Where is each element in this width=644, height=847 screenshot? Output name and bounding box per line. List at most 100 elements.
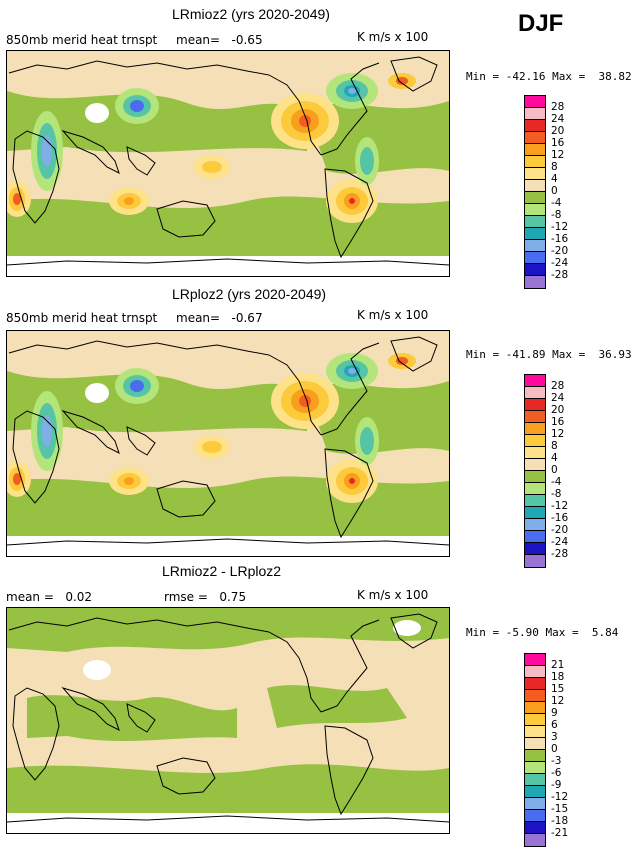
panel-3-colorbar bbox=[524, 653, 546, 847]
colorbar-tick-label: 4 bbox=[551, 452, 558, 464]
negative-anomaly bbox=[348, 368, 356, 374]
panel-1-title: LRmioz2 (yrs 2020-2049) bbox=[172, 6, 330, 22]
positive-anomaly bbox=[202, 161, 222, 173]
positive-anomaly bbox=[396, 357, 408, 365]
panel-3-minmax: Min = -5.90 Max = 5.84 bbox=[466, 626, 619, 639]
colorbar-tick-label: -8 bbox=[551, 488, 562, 500]
diff-band-south bbox=[7, 764, 449, 818]
field-map-svg bbox=[7, 331, 449, 556]
coastline bbox=[126, 703, 156, 733]
coastline bbox=[126, 426, 156, 456]
panel-3-rmse: rmse = 0.75 bbox=[164, 590, 247, 604]
missing-data-region bbox=[393, 620, 421, 636]
negative-anomaly bbox=[360, 427, 374, 455]
colorbar-swatch bbox=[525, 726, 545, 738]
coastline bbox=[268, 354, 322, 436]
colorbar-tick-label: 16 bbox=[551, 416, 565, 428]
coastline bbox=[12, 130, 60, 224]
missing-data-region bbox=[85, 103, 109, 123]
colorbar-tick-label: 15 bbox=[551, 683, 565, 695]
colorbar-swatch bbox=[525, 387, 545, 399]
positive-anomaly bbox=[396, 77, 408, 85]
colorbar-swatch bbox=[525, 447, 545, 459]
polar-white-region bbox=[7, 536, 449, 556]
coastline bbox=[268, 74, 322, 156]
colorbar-swatch bbox=[525, 216, 545, 228]
colorbar-tick-label: -8 bbox=[551, 209, 562, 221]
panel-1-variable: 850mb merid heat trnspt bbox=[6, 33, 158, 47]
colorbar-swatch bbox=[525, 192, 545, 204]
colorbar-tick-label: -20 bbox=[551, 524, 569, 536]
positive-anomaly bbox=[349, 478, 355, 484]
colorbar-tick-label: 8 bbox=[551, 161, 558, 173]
colorbar-tick-label: 3 bbox=[551, 731, 558, 743]
coastline bbox=[324, 168, 374, 259]
panel-1-map bbox=[6, 50, 450, 277]
positive-anomaly bbox=[124, 197, 134, 205]
colorbar-swatch bbox=[525, 666, 545, 678]
coastline bbox=[320, 62, 380, 156]
diff-band-mid bbox=[27, 695, 237, 741]
colorbar-swatch bbox=[525, 555, 545, 567]
colorbar-swatch bbox=[525, 786, 545, 798]
colorbar-tick-label: 0 bbox=[551, 464, 558, 476]
panel-3-units: K m/s x 100 bbox=[357, 588, 429, 602]
colorbar-swatch bbox=[525, 543, 545, 555]
colorbar-tick-label: -16 bbox=[551, 512, 569, 524]
negative-anomaly bbox=[348, 88, 356, 94]
panel-2-variable: 850mb merid heat trnspt bbox=[6, 311, 158, 325]
panel-2-colorbar bbox=[524, 374, 546, 568]
panel-1-mean: mean= -0.65 bbox=[176, 33, 263, 47]
diff-band-pacific bbox=[267, 685, 407, 728]
missing-data-region bbox=[83, 660, 111, 680]
coastline bbox=[156, 200, 216, 238]
season-label: DJF bbox=[518, 10, 564, 37]
colorbar-swatch bbox=[525, 531, 545, 543]
colorbar-tick-label: 28 bbox=[551, 380, 565, 392]
coastline bbox=[390, 336, 438, 372]
colorbar-swatch bbox=[525, 459, 545, 471]
coastline bbox=[320, 619, 380, 713]
colorbar-swatch bbox=[525, 738, 545, 750]
colorbar-tick-label: -21 bbox=[551, 827, 569, 839]
colorbar-swatch bbox=[525, 375, 545, 387]
colorbar-tick-label: 20 bbox=[551, 125, 565, 137]
colorbar-tick-label: 24 bbox=[551, 392, 565, 404]
positive-anomaly bbox=[349, 198, 355, 204]
coastline bbox=[7, 538, 449, 546]
missing-data-region bbox=[85, 383, 109, 403]
colorbar-tick-label: -24 bbox=[551, 257, 569, 269]
colorbar-swatch bbox=[525, 264, 545, 276]
field-band-atlantic bbox=[307, 101, 449, 174]
colorbar-tick-label: 24 bbox=[551, 113, 565, 125]
colorbar-swatch bbox=[525, 519, 545, 531]
negative-anomaly bbox=[42, 135, 52, 167]
panel-1-colorbar bbox=[524, 95, 546, 289]
colorbar-swatch bbox=[525, 411, 545, 423]
colorbar-tick-label: -6 bbox=[551, 767, 562, 779]
colorbar-swatch bbox=[525, 507, 545, 519]
colorbar-swatch bbox=[525, 810, 545, 822]
colorbar-swatch bbox=[525, 750, 545, 762]
colorbar-swatch bbox=[525, 798, 545, 810]
coastline bbox=[390, 613, 438, 649]
colorbar-swatch bbox=[525, 399, 545, 411]
coastline bbox=[7, 258, 449, 266]
field-map-svg bbox=[7, 608, 449, 833]
coastline bbox=[320, 342, 380, 436]
panel-1-units: K m/s x 100 bbox=[357, 30, 429, 44]
colorbar-tick-label: 0 bbox=[551, 743, 558, 755]
panel-3-title: LRmioz2 - LRploz2 bbox=[162, 563, 282, 579]
colorbar-tick-label: 9 bbox=[551, 707, 558, 719]
colorbar-swatch bbox=[525, 240, 545, 252]
colorbar-tick-label: -12 bbox=[551, 791, 569, 803]
colorbar-tick-label: 0 bbox=[551, 185, 558, 197]
colorbar-tick-label: -12 bbox=[551, 500, 569, 512]
colorbar-tick-label: -4 bbox=[551, 197, 562, 209]
colorbar-tick-label: 12 bbox=[551, 149, 565, 161]
panel-3-map bbox=[6, 607, 450, 834]
coastline bbox=[268, 631, 322, 713]
colorbar-swatch bbox=[525, 702, 545, 714]
colorbar-tick-label: 28 bbox=[551, 101, 565, 113]
colorbar-swatch bbox=[525, 762, 545, 774]
